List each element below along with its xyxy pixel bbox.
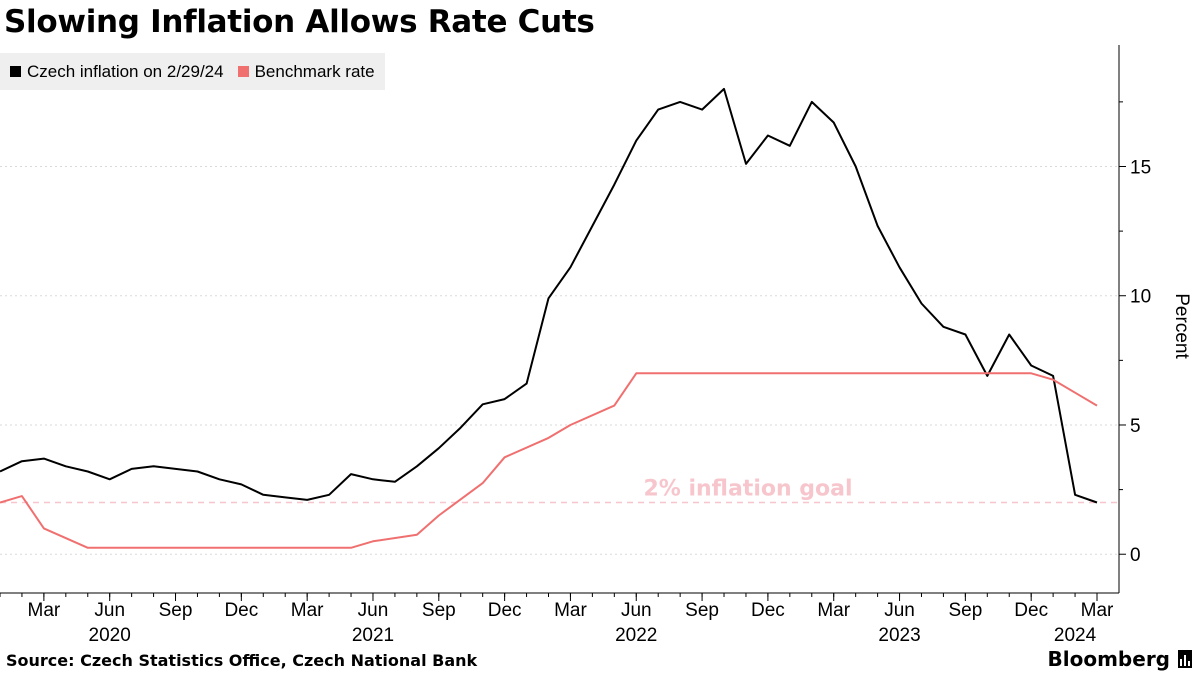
legend-swatch-benchmark: [237, 66, 249, 77]
x-tick-label-2020-12: Dec: [224, 600, 258, 621]
x-tick-label-2020-06: Jun: [94, 600, 125, 621]
year-label-2021: 2021: [352, 625, 394, 646]
y-tick-label-10: 10: [1130, 287, 1151, 308]
x-tick-label-2022-09: Sep: [685, 600, 719, 621]
goal-reference-label: 2% inflation goal: [643, 477, 852, 502]
x-tick-label-2022-06: Jun: [621, 600, 652, 621]
x-tick-label-2021-09: Sep: [422, 600, 456, 621]
source-note: Source: Czech Statistics Office, Czech N…: [6, 651, 478, 670]
brand-mark-icon: [1178, 650, 1192, 668]
x-tick-label-2021-12: Dec: [488, 600, 522, 621]
chart-title: Slowing Inflation Allows Rate Cuts: [4, 4, 595, 40]
legend-label-inflation: Czech inflation on 2/29/24: [27, 61, 224, 81]
y-tick-label-0: 0: [1130, 545, 1141, 566]
x-tick-label-2021-03: Mar: [291, 600, 324, 621]
line-benchmark: [0, 372, 1098, 549]
brand: Bloomberg: [1048, 647, 1192, 671]
legend-swatch-inflation: [10, 66, 21, 77]
x-tick-label-2020-09: Sep: [159, 600, 193, 621]
line-inflation: [0, 87, 1098, 504]
year-label-2024: 2024: [1054, 625, 1097, 646]
year-label-2020: 2020: [89, 625, 131, 646]
brand-name: Bloomberg: [1047, 647, 1170, 671]
x-tick-label-2022-03: Mar: [554, 600, 587, 621]
y-tick-label-5: 5: [1130, 416, 1141, 437]
x-tick-label-2020-03: Mar: [28, 600, 61, 621]
y-axis-title: Percent: [1171, 293, 1192, 359]
legend-item-benchmark: Benchmark rate: [237, 61, 375, 82]
year-label-2022: 2022: [615, 625, 657, 646]
legend-item-inflation: Czech inflation on 2/29/24: [10, 62, 224, 82]
x-tick-label-2023-12: Dec: [1014, 600, 1048, 621]
x-tick-label-2023-03: Mar: [817, 600, 850, 621]
y-tick-label-15: 15: [1130, 157, 1151, 178]
x-tick-label-2023-06: Jun: [884, 600, 915, 621]
x-tick-label-2023-09: Sep: [948, 600, 982, 621]
x-tick-label-2022-12: Dec: [751, 600, 785, 621]
legend: Czech inflation on 2/29/24 Benchmark rat…: [0, 53, 385, 90]
x-tick-label-2024-03: Mar: [1081, 600, 1114, 621]
legend-label-benchmark: Benchmark rate: [254, 61, 375, 81]
year-label-2023: 2023: [878, 625, 920, 646]
x-tick-label-2021-06: Jun: [358, 600, 389, 621]
